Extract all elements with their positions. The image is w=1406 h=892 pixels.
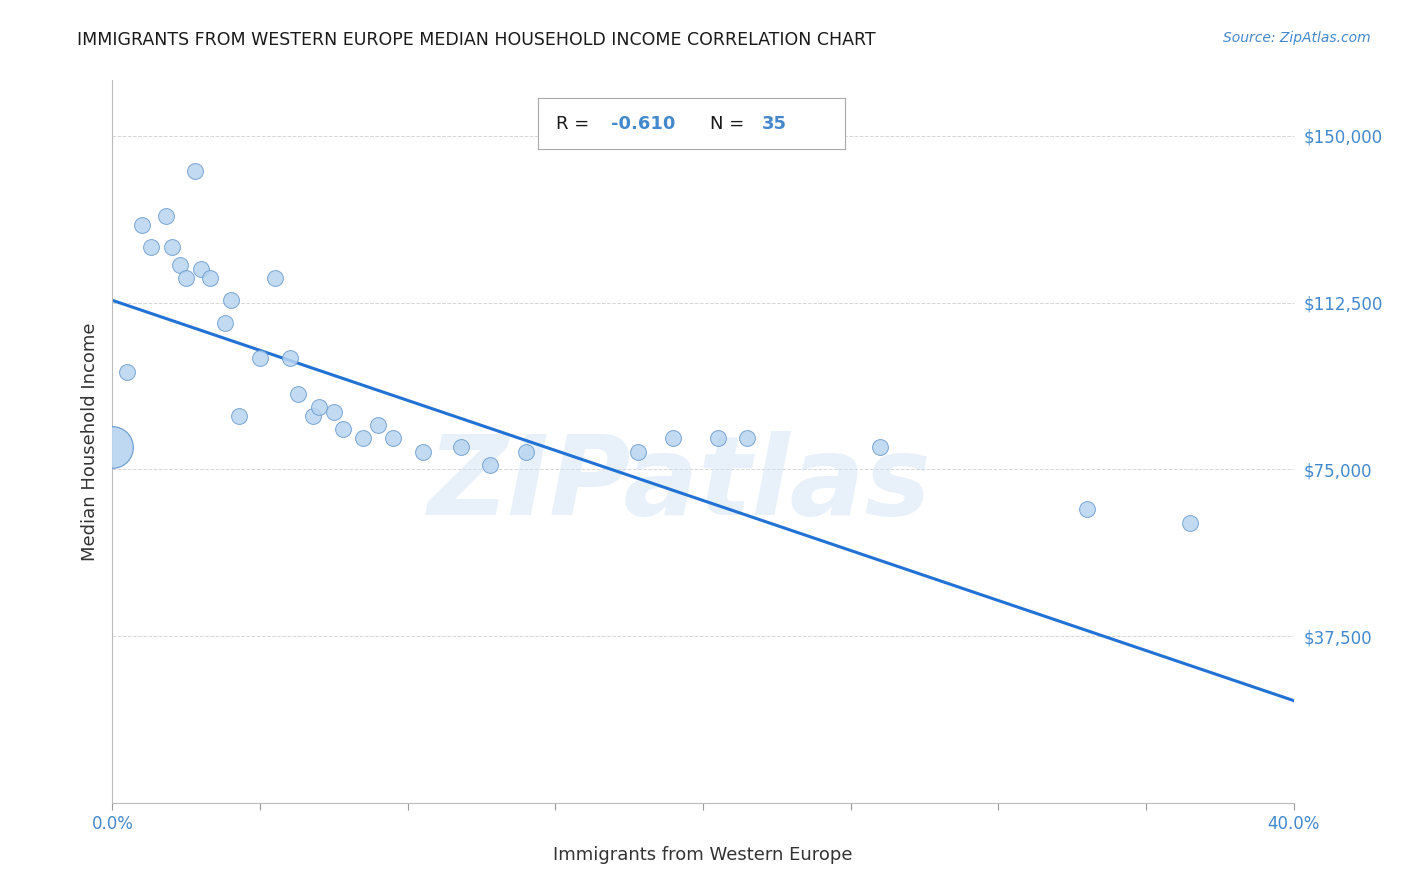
Point <box>219 293 242 308</box>
Point <box>308 400 330 414</box>
Point <box>228 409 250 423</box>
Point <box>323 404 346 418</box>
Point <box>450 440 472 454</box>
Point <box>174 271 197 285</box>
Point <box>1178 516 1201 530</box>
Point <box>1076 502 1098 516</box>
Point <box>160 240 183 254</box>
Point <box>515 444 537 458</box>
Text: ZIPatlas: ZIPatlas <box>427 432 931 539</box>
Point <box>662 431 685 445</box>
Point <box>155 209 177 223</box>
Point <box>479 458 502 472</box>
Point <box>302 409 325 423</box>
Point <box>214 316 236 330</box>
Point <box>101 440 124 454</box>
Y-axis label: Median Household Income: Median Household Income <box>80 322 98 561</box>
Point <box>869 440 891 454</box>
Point <box>352 431 374 445</box>
Point <box>278 351 301 366</box>
X-axis label: Immigrants from Western Europe: Immigrants from Western Europe <box>553 847 853 864</box>
Point <box>139 240 162 254</box>
Text: Source: ZipAtlas.com: Source: ZipAtlas.com <box>1223 31 1371 45</box>
Point <box>706 431 728 445</box>
Text: IMMIGRANTS FROM WESTERN EUROPE MEDIAN HOUSEHOLD INCOME CORRELATION CHART: IMMIGRANTS FROM WESTERN EUROPE MEDIAN HO… <box>77 31 876 49</box>
Point <box>184 164 207 178</box>
Point <box>198 271 221 285</box>
Point <box>169 258 191 272</box>
Point <box>737 431 759 445</box>
Point <box>367 417 389 432</box>
Point <box>332 422 354 436</box>
Point <box>117 364 138 378</box>
Point <box>249 351 271 366</box>
Point <box>382 431 405 445</box>
Point <box>264 271 287 285</box>
Point <box>627 444 650 458</box>
Point <box>190 262 212 277</box>
Point <box>411 444 433 458</box>
Point <box>131 218 153 232</box>
Point <box>287 386 309 401</box>
